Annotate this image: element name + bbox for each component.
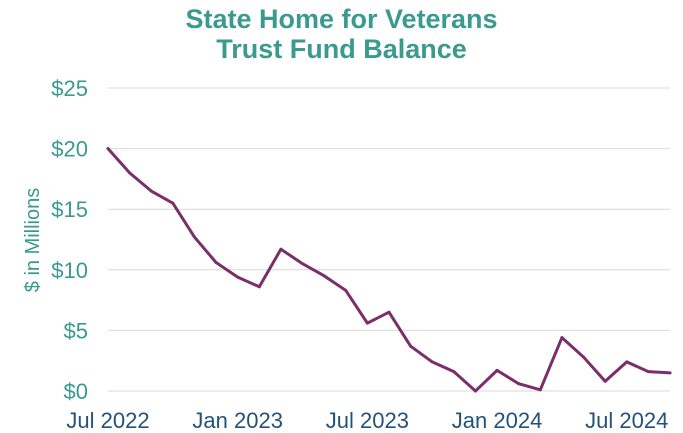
y-axis-ticks: $0 $5 $10 $15 $20 $25	[51, 76, 88, 404]
data-point	[192, 235, 196, 239]
data-point	[301, 262, 305, 266]
x-axis-ticks: Jul 2022 Jan 2023 Jul 2023 Jan 2024 Jul 2024	[66, 408, 668, 433]
y-tick-label: $10	[51, 258, 88, 283]
x-tick-label: Jan 2024	[452, 408, 543, 433]
chart-title-line-2: Trust Fund Balance	[216, 34, 467, 64]
data-point	[365, 321, 369, 325]
data-point	[344, 288, 348, 292]
data-point	[603, 379, 607, 383]
gridlines	[108, 87, 670, 392]
data-point	[582, 355, 586, 359]
data-point	[452, 370, 456, 374]
x-tick-label: Jul 2024	[585, 408, 668, 433]
y-tick-label: $25	[51, 76, 88, 101]
data-point	[257, 285, 261, 289]
y-axis-label: $ in Millions	[22, 188, 44, 292]
data-point	[538, 388, 542, 392]
data-point	[128, 171, 132, 175]
chart-title-line-1: State Home for Veterans	[185, 4, 498, 34]
data-point	[625, 360, 629, 364]
x-tick-label: Jul 2023	[326, 408, 409, 433]
data-point	[149, 189, 153, 193]
data-point	[279, 247, 283, 251]
y-tick-label: $5	[64, 318, 88, 343]
y-tick-label: $0	[64, 379, 88, 404]
x-tick-label: Jan 2023	[192, 408, 283, 433]
y-tick-label: $20	[51, 137, 88, 162]
x-tick-label: Jul 2022	[66, 408, 149, 433]
data-point	[560, 336, 564, 340]
data-point	[322, 274, 326, 278]
data-point	[430, 360, 434, 364]
y-tick-label: $15	[51, 197, 88, 222]
data-point	[171, 201, 175, 205]
data-point	[236, 275, 240, 279]
data-point	[646, 370, 650, 374]
data-point	[517, 382, 521, 386]
data-point	[387, 310, 391, 314]
data-point	[214, 261, 218, 265]
data-point	[668, 371, 672, 375]
data-point	[106, 147, 110, 151]
data-point	[495, 368, 499, 372]
data-point	[409, 344, 413, 348]
series-layer	[106, 147, 672, 393]
data-point	[473, 389, 477, 393]
